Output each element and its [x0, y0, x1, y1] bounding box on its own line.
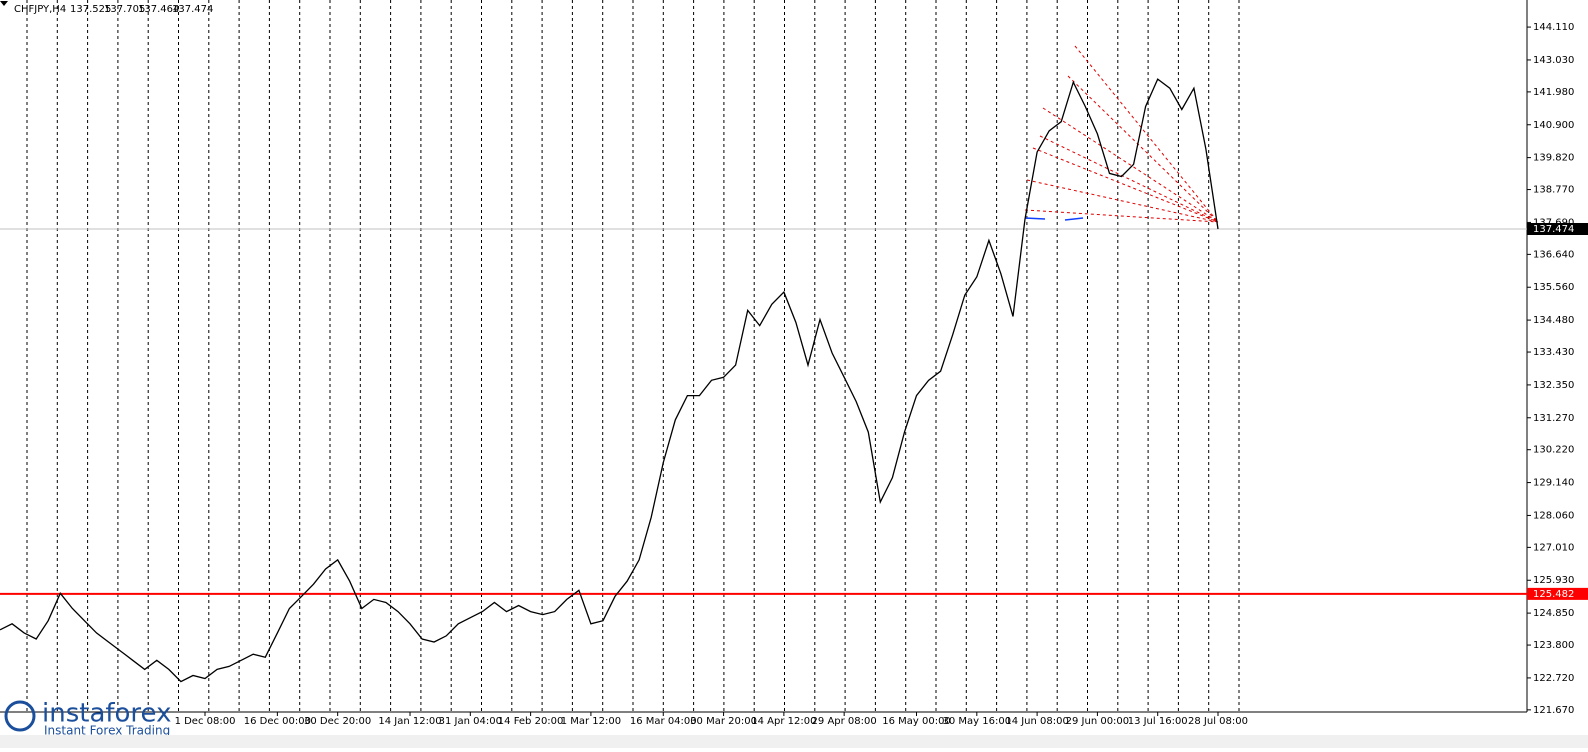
y-tick-label: 138.770 [1533, 185, 1574, 196]
fan-line [1067, 75, 1219, 223]
y-tick-label: 136.640 [1533, 249, 1574, 260]
y-tick-label: 137.690 [1533, 217, 1574, 228]
period-separators [26, 0, 1240, 712]
x-tick-label: 31 Jan 04:00 [439, 716, 502, 727]
x-tick-label: 16 May 00:00 [882, 716, 951, 727]
level-label-box [1527, 222, 1588, 235]
level-label: 137.474 [1533, 224, 1574, 235]
y-tick-label: 139.820 [1533, 153, 1574, 164]
fan-line [1042, 107, 1219, 223]
x-tick-label: 16 Mar 04:00 [630, 716, 697, 727]
ohlc-open: 137.525 [70, 4, 111, 15]
logo-tagline: Instant Forex Trading [44, 724, 170, 738]
y-tick-label: 128.060 [1533, 510, 1574, 521]
y-tick-label: 141.980 [1533, 87, 1574, 98]
y-tick-label: 122.720 [1533, 673, 1574, 684]
y-tick-label: 143.030 [1533, 55, 1574, 66]
y-tick-label: 123.800 [1533, 640, 1574, 651]
fan-line [1039, 135, 1219, 223]
logo-brand: instaforex [42, 699, 171, 729]
level-label-box [1527, 587, 1588, 600]
logo: instaforex Instant Forex Trading [4, 699, 171, 738]
level-marks [1024, 217, 1084, 221]
y-tick-label: 144.110 [1533, 22, 1574, 33]
y-tick-label: 135.560 [1533, 282, 1574, 293]
y-tick-label: 125.930 [1533, 575, 1574, 586]
x-tick-label: 29 Jun 00:00 [1066, 716, 1130, 727]
y-tick-label: 133.430 [1533, 347, 1574, 358]
fan-line [1024, 209, 1219, 223]
fan-line [1026, 179, 1219, 223]
x-tick-label: 30 May 16:00 [943, 716, 1012, 727]
level-label: 125.482 [1533, 589, 1574, 600]
x-tick-label: 13 Jul 16:00 [1128, 716, 1188, 727]
x-tick-label: 14 Jun 08:00 [1005, 716, 1069, 727]
x-tick-label: 30 Dec 20:00 [304, 716, 371, 727]
x-tick-label: 14 Jan 12:00 [378, 716, 441, 727]
ohlc-high: 137.705 [104, 4, 145, 15]
x-tick-label: 28 Jul 08:00 [1188, 716, 1248, 727]
ohlc-close: 137.474 [172, 4, 213, 15]
price-line [0, 78, 1219, 683]
y-tick-label: 131.270 [1533, 413, 1574, 424]
ohlc-low: 137.464 [138, 4, 179, 15]
symbol: CHFJPY,H4 [14, 4, 66, 15]
y-tick-label: 134.480 [1533, 315, 1574, 326]
logo-icon [4, 700, 36, 732]
y-tick-label: 132.350 [1533, 380, 1574, 391]
y-tick-label: 121.670 [1533, 705, 1574, 716]
y-tick-label: 140.900 [1533, 120, 1574, 131]
x-tick-label: 1 Mar 12:00 [561, 716, 621, 727]
blue-level [1024, 217, 1046, 220]
x-tick-label: 14 Apr 12:00 [751, 716, 816, 727]
fan-line [1074, 45, 1219, 223]
y-tick-label: 130.220 [1533, 445, 1574, 456]
x-tick-label: 14 Feb 20:00 [498, 716, 564, 727]
x-tick-label: 29 Apr 08:00 [812, 716, 877, 727]
y-tick-label: 129.140 [1533, 478, 1574, 489]
blue-level [1064, 217, 1084, 221]
x-tick-label: 1 Dec 08:00 [175, 716, 236, 727]
y-tick-label: 127.010 [1533, 542, 1574, 553]
y-tick-label: 124.850 [1533, 608, 1574, 619]
tab-bar [0, 735, 1588, 748]
fan-lines [1024, 45, 1219, 223]
x-tick-label: 30 Mar 20:00 [690, 716, 757, 727]
x-tick-label: 16 Dec 00:00 [244, 716, 311, 727]
menu-arrow[interactable] [0, 1, 8, 6]
